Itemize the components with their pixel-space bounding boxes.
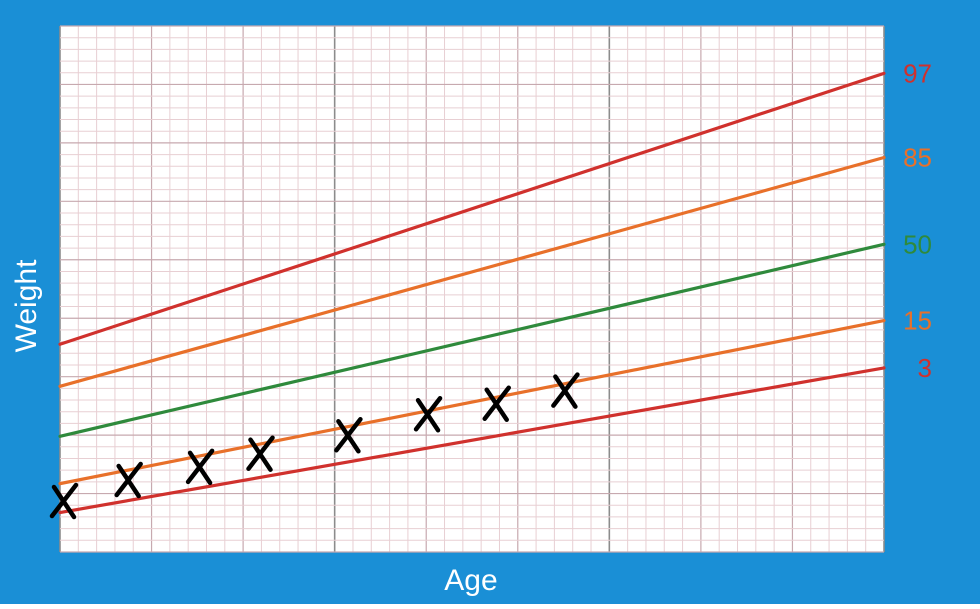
percentile-label-15: 15 [903,306,932,336]
plot-area [60,26,884,552]
data-point-x [246,435,275,472]
percentile-line-15 [58,318,886,486]
percentile-line-97 [58,71,886,346]
data-points [49,372,580,520]
data-point-x [482,385,511,422]
percentile-line-85 [58,155,886,388]
y-axis-label: Weight [10,259,43,352]
percentile-label-50: 50 [903,229,932,259]
x-axis-label: Age [444,564,497,597]
percentile-label-97: 97 [903,58,932,88]
data-point-x [185,448,215,486]
data-point-x [413,395,443,433]
percentile-label-85: 85 [903,143,932,173]
data-point-x [49,482,79,520]
data-point-x [334,417,363,454]
percentile-line-50 [58,242,886,438]
percentile-line-3 [58,366,886,515]
percentile-label-3: 3 [918,353,932,383]
percentile-lines [58,71,886,515]
data-point-x [114,461,143,499]
data-point-x [551,372,580,409]
percentile-labels: 97 85 50 15 3 [903,58,932,383]
